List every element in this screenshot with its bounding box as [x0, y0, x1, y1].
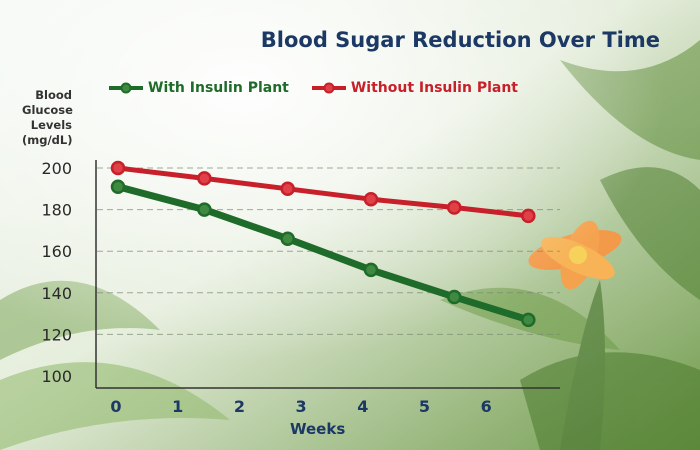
x-axis-label: Weeks — [290, 420, 346, 438]
y-tick-label: 100 — [41, 367, 72, 386]
series-line-0 — [114, 183, 532, 324]
x-tick-label: 6 — [481, 397, 492, 416]
y-axis-label: Blood Glucose Levels (mg/dL) — [22, 88, 73, 147]
data-point — [447, 200, 462, 215]
y-tick-label: 180 — [41, 201, 72, 220]
data-point — [197, 171, 212, 186]
series-line-1 — [115, 165, 531, 219]
x-tick-label: 2 — [234, 397, 245, 416]
legend-item-with: With Insulin Plant — [108, 80, 289, 96]
y-tick-label: 200 — [41, 159, 72, 178]
data-point — [110, 179, 126, 194]
data-point — [521, 312, 536, 328]
legend-label: Without Insulin Plant — [350, 80, 518, 96]
data-point — [280, 181, 295, 197]
x-tick-label: 4 — [357, 397, 368, 416]
legend-marker-red — [311, 82, 346, 94]
data-point — [521, 208, 536, 224]
x-tick-label: 5 — [419, 397, 430, 416]
data-point — [197, 202, 212, 217]
x-tick-label: 3 — [296, 397, 307, 416]
x-tick-label: 0 — [110, 397, 121, 416]
data-point — [110, 160, 126, 176]
data-point — [280, 231, 295, 246]
data-point — [363, 262, 379, 278]
y-tick-label: 160 — [41, 242, 72, 261]
y-tick-label: 120 — [41, 325, 72, 344]
x-tick-label: 1 — [172, 397, 183, 416]
legend-item-without: Without Insulin Plant — [311, 80, 518, 96]
y-tick-label: 140 — [41, 284, 72, 303]
legend-marker-green — [109, 82, 143, 94]
legend: With Insulin Plant Without Insulin Plant — [108, 80, 518, 96]
data-point — [447, 289, 462, 305]
legend-label: With Insulin Plant — [148, 80, 289, 96]
data-point — [363, 191, 379, 207]
chart-title: Blood Sugar Reduction Over Time — [260, 28, 660, 52]
